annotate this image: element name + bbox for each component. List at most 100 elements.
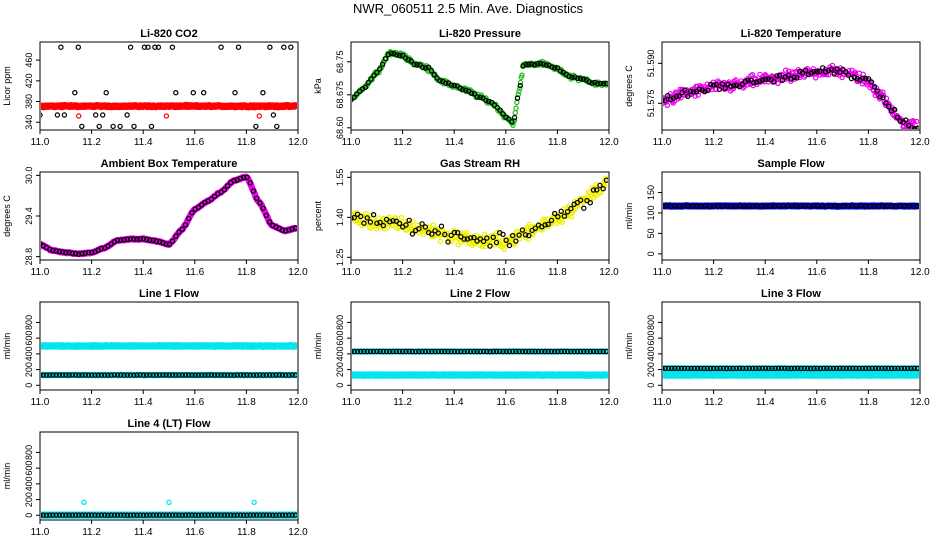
data-point — [383, 348, 390, 355]
data-point — [124, 512, 131, 518]
data-point — [719, 81, 726, 87]
data-point — [471, 91, 478, 97]
data-point — [185, 512, 192, 518]
data-point — [76, 372, 82, 378]
data-point — [727, 365, 733, 372]
data-point — [840, 365, 846, 371]
data-point — [438, 348, 445, 355]
data-point — [597, 348, 603, 355]
data-point — [409, 348, 416, 355]
data-point — [487, 348, 493, 355]
data-point — [145, 44, 151, 50]
data-point — [182, 222, 189, 228]
y-tick-label: 150 — [646, 185, 656, 200]
data-point — [771, 78, 777, 85]
data-point — [503, 237, 509, 243]
data-point — [176, 372, 182, 378]
data-point — [257, 200, 263, 206]
data-point — [756, 78, 763, 85]
data-point — [150, 237, 156, 244]
data-point — [799, 70, 806, 76]
y-tick-label: 200 — [24, 492, 34, 507]
y-tick-label: 400 — [24, 476, 34, 491]
series-sample — [41, 101, 297, 111]
data-point — [352, 94, 357, 101]
data-point — [75, 113, 82, 119]
data-point — [189, 209, 195, 216]
data-point — [173, 512, 179, 518]
y-tick-label: 800 — [335, 315, 345, 330]
x-tick-label: 11.4 — [756, 397, 775, 408]
y-axis-label: ml/min — [313, 333, 323, 360]
data-point — [166, 499, 172, 505]
data-point — [731, 82, 737, 89]
data-point — [53, 248, 59, 254]
data-point — [753, 365, 759, 372]
data-point — [892, 365, 898, 372]
data-point — [224, 372, 231, 378]
data-point — [114, 512, 121, 518]
data-point — [908, 365, 914, 372]
data-point — [598, 189, 604, 196]
data-point — [58, 44, 64, 50]
data-point — [552, 210, 558, 217]
data-point — [362, 84, 368, 91]
data-point — [237, 175, 244, 182]
x-tick-label: 11.2 — [704, 397, 723, 408]
chart-title: Sample Flow — [757, 158, 825, 170]
data-point — [788, 78, 794, 84]
plot-frame — [661, 301, 921, 391]
data-point — [461, 236, 467, 242]
data-point — [50, 247, 56, 254]
data-point — [266, 219, 273, 225]
data-point — [564, 348, 571, 355]
x-tick-label: 12.0 — [910, 137, 930, 148]
data-point — [137, 512, 143, 518]
data-point — [474, 94, 480, 100]
data-point — [166, 241, 172, 247]
series-set-point — [352, 371, 608, 379]
data-point — [247, 180, 253, 186]
data-point — [377, 348, 383, 355]
data-point — [153, 372, 160, 378]
data-point — [698, 365, 704, 371]
data-point — [352, 215, 355, 222]
y-tick-label: 100 — [646, 205, 656, 220]
data-point — [387, 218, 393, 225]
data-point — [846, 365, 853, 372]
x-tick-label: 11.2 — [82, 527, 101, 538]
data-point — [79, 250, 85, 257]
data-point — [814, 69, 820, 75]
data-point — [500, 231, 506, 238]
x-tick-label: 11.6 — [185, 397, 204, 408]
data-point — [590, 348, 597, 355]
data-point — [513, 105, 519, 111]
data-point — [257, 372, 263, 378]
data-point — [717, 365, 723, 371]
data-point — [785, 72, 792, 79]
y-tick-label: 1.55 — [335, 169, 345, 187]
data-point — [520, 63, 526, 69]
data-point — [875, 365, 882, 372]
data-point — [801, 365, 808, 372]
data-point — [586, 79, 592, 85]
data-point — [669, 365, 675, 371]
data-point — [267, 44, 273, 50]
data-point — [882, 365, 888, 372]
y-tick-label: 600 — [646, 331, 656, 346]
y-axis-label: ml/min — [2, 463, 12, 490]
data-point — [493, 348, 500, 355]
data-point — [442, 231, 448, 238]
data-point — [237, 372, 244, 378]
data-point — [291, 342, 297, 350]
data-point — [385, 51, 391, 58]
data-point — [663, 365, 668, 372]
data-point — [537, 60, 544, 67]
data-point — [886, 103, 892, 110]
data-point — [688, 88, 694, 95]
data-point — [118, 512, 124, 518]
data-point — [765, 76, 771, 82]
